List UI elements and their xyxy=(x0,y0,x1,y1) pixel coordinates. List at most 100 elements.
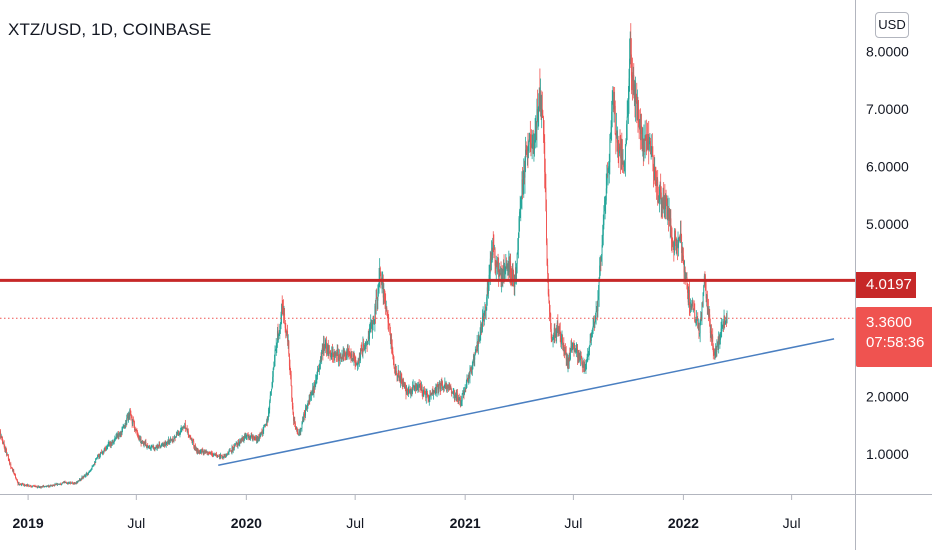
candle-body xyxy=(596,307,598,311)
candle-body xyxy=(627,116,629,118)
candle-body xyxy=(218,454,220,457)
candle-body xyxy=(418,384,419,386)
candle-body xyxy=(70,482,72,484)
price-axis[interactable]: 1.00002.00004.00005.00006.00007.00008.00… xyxy=(866,44,909,462)
candle-body xyxy=(492,241,494,247)
candle-body xyxy=(549,311,551,314)
candle-body xyxy=(61,482,63,484)
candle-body xyxy=(273,361,275,367)
candle-body xyxy=(589,346,590,350)
candle-body xyxy=(429,394,431,398)
candle-body xyxy=(518,218,520,238)
candle-body xyxy=(77,481,79,483)
candle-body xyxy=(41,486,43,488)
candle-body xyxy=(392,351,394,355)
candle-body xyxy=(352,358,354,361)
candle-body xyxy=(673,238,675,253)
candle-body xyxy=(171,439,173,440)
candle-body xyxy=(475,349,477,352)
candle-body xyxy=(167,442,169,444)
candle-body xyxy=(433,390,435,392)
candle-body xyxy=(210,452,212,454)
support-trend-line[interactable] xyxy=(218,338,835,467)
candle-body xyxy=(53,485,55,486)
candle-body xyxy=(150,448,152,449)
candle-body xyxy=(74,483,76,484)
candle-body xyxy=(338,355,340,357)
candle-body xyxy=(44,485,46,487)
candle-body xyxy=(306,404,308,408)
candle-body xyxy=(242,437,244,439)
candle-body xyxy=(444,383,446,389)
candle-body xyxy=(384,296,386,302)
candle-body xyxy=(90,469,92,471)
candle-body xyxy=(470,368,471,371)
candle-body xyxy=(562,338,564,346)
candle-body xyxy=(687,292,689,303)
candle-body xyxy=(105,448,107,450)
candle-body xyxy=(392,354,394,362)
candle-body xyxy=(298,432,300,435)
candle-body xyxy=(39,486,40,488)
candle-body xyxy=(428,399,430,402)
candle-body xyxy=(281,304,283,315)
candle-body xyxy=(166,443,168,444)
candle-body xyxy=(9,463,11,465)
candle-body xyxy=(261,432,263,434)
candle-body xyxy=(80,478,82,480)
candle-body xyxy=(126,416,128,419)
candle-body xyxy=(7,455,9,460)
candle-body xyxy=(672,244,674,246)
candle-body xyxy=(406,390,408,391)
candle-body xyxy=(57,483,59,485)
candle-body xyxy=(702,292,704,307)
symbol-title[interactable]: XTZ/USD, 1D, COINBASE xyxy=(8,20,212,39)
candle-body xyxy=(217,455,219,457)
candle-body xyxy=(566,359,568,366)
candle-body xyxy=(430,394,431,396)
candle-body xyxy=(47,485,49,487)
candle-body xyxy=(351,354,353,360)
candle-body xyxy=(128,412,129,421)
candle-body xyxy=(507,264,509,273)
time-axis[interactable]: 2019 Jul 2020 Jul 2021 Jul 2022 Jul xyxy=(13,494,801,531)
candle-body xyxy=(233,445,235,448)
candle-body xyxy=(127,416,129,421)
candle-body xyxy=(153,447,155,450)
candle-body xyxy=(284,313,286,321)
candle-body xyxy=(52,485,54,486)
candle-body xyxy=(485,306,486,311)
candle-body xyxy=(377,291,379,301)
candle-body xyxy=(715,346,717,352)
candle-body xyxy=(42,486,43,488)
candle-body xyxy=(470,369,472,371)
candle-body xyxy=(111,443,113,445)
candle-body xyxy=(89,470,91,472)
candle-body xyxy=(222,456,224,458)
candle-body xyxy=(641,133,643,146)
candle-body xyxy=(324,343,326,350)
candle-body xyxy=(178,434,180,435)
candle-body xyxy=(56,484,58,485)
candle-body xyxy=(643,138,645,156)
candle-body xyxy=(172,440,174,442)
candle-body xyxy=(183,426,185,428)
candle-body xyxy=(282,306,284,314)
candle-body xyxy=(315,379,317,384)
candle-body xyxy=(385,308,387,310)
candle-body xyxy=(168,439,170,442)
candle-body xyxy=(598,277,600,296)
candle-body xyxy=(390,340,392,342)
candle-body xyxy=(398,377,400,379)
candle-body xyxy=(647,134,649,150)
candle-body xyxy=(118,434,120,438)
candle-body xyxy=(526,148,528,151)
candle-body xyxy=(313,383,315,394)
currency-button[interactable]: USD xyxy=(875,12,909,38)
candle-body xyxy=(499,270,501,274)
candle-body xyxy=(148,445,150,447)
candle-body xyxy=(706,294,708,309)
candle-body xyxy=(512,267,514,278)
candle-body xyxy=(281,304,283,307)
